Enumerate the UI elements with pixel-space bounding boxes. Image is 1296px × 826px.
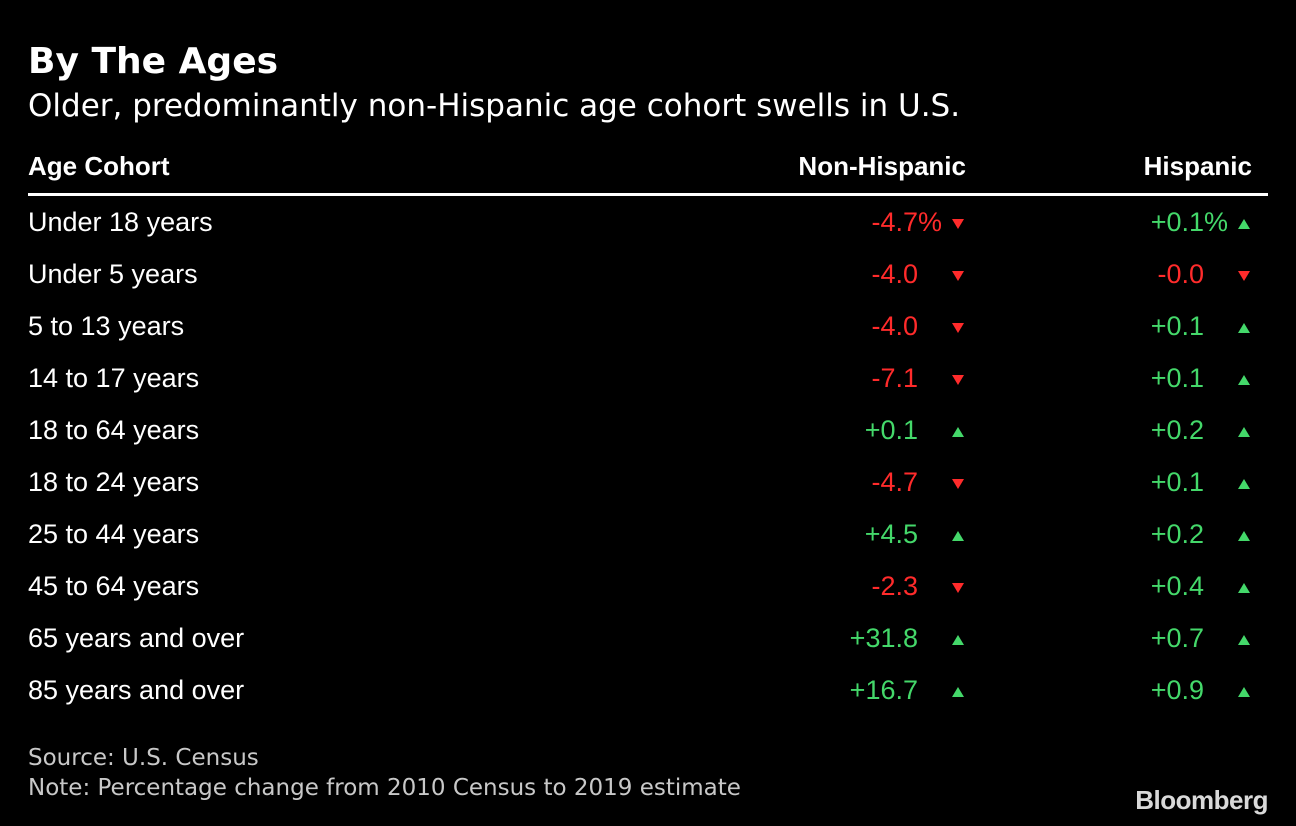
row-label: 18 to 64 years	[28, 415, 200, 445]
table-row: 45 to 64 years -2.3 +0.4	[28, 562, 1268, 614]
hispanic-value: +0.1	[1150, 363, 1204, 393]
up-arrow-icon	[1236, 627, 1252, 651]
up-triangle-icon	[1238, 583, 1250, 593]
down-triangle-icon	[952, 323, 964, 333]
down-triangle-icon	[1238, 271, 1250, 281]
up-triangle-icon	[1238, 531, 1250, 541]
row-label: 18 to 24 years	[28, 467, 200, 497]
up-triangle-icon	[1238, 323, 1250, 333]
non-hispanic-value: +16.7	[849, 675, 918, 705]
down-arrow-icon	[950, 367, 966, 391]
down-arrow-icon	[1236, 263, 1252, 287]
hispanic-value: +0.7	[1150, 623, 1204, 653]
non-hispanic-value: -4.7%	[871, 207, 942, 237]
table-row: 25 to 44 years +4.5 +0.2	[28, 510, 1268, 562]
row-label: 25 to 44 years	[28, 519, 200, 549]
chart-title: By The Ages	[28, 41, 279, 82]
up-arrow-icon	[1236, 211, 1252, 235]
table-body: Under 18 years -4.7% +0.1% Under 5 years -4.…	[28, 198, 1268, 718]
hispanic-value: +0.9	[1150, 675, 1204, 705]
up-triangle-icon	[952, 687, 964, 697]
down-triangle-icon	[952, 219, 964, 229]
down-triangle-icon	[952, 479, 964, 489]
non-hispanic-value: -4.7	[871, 467, 918, 497]
row-label: 45 to 64 years	[28, 571, 200, 601]
up-arrow-icon	[950, 627, 966, 651]
down-arrow-icon	[950, 575, 966, 599]
row-label: Under 5 years	[28, 259, 198, 289]
down-arrow-icon	[950, 263, 966, 287]
column-header-non-hispanic: Non-Hispanic	[798, 151, 966, 181]
table-row: 65 years and over +31.8 +0.7	[28, 614, 1268, 666]
footnote: Note: Percentage change from 2010 Census…	[28, 775, 741, 801]
up-arrow-icon	[1236, 471, 1252, 495]
up-arrow-icon	[950, 523, 966, 547]
down-triangle-icon	[952, 271, 964, 281]
non-hispanic-value: +0.1	[864, 415, 918, 445]
source-note: Source: U.S. Census	[28, 745, 259, 771]
hispanic-value: +0.1%	[1150, 207, 1228, 237]
table-row: 18 to 64 years +0.1 +0.2	[28, 406, 1268, 458]
column-header-age-cohort: Age Cohort	[28, 151, 170, 181]
non-hispanic-value: -4.0	[871, 311, 918, 341]
hispanic-value: +0.1	[1150, 311, 1204, 341]
up-arrow-icon	[1236, 367, 1252, 391]
non-hispanic-value: +4.5	[864, 519, 918, 549]
down-arrow-icon	[950, 315, 966, 339]
row-label: 85 years and over	[28, 675, 245, 705]
down-arrow-icon	[950, 471, 966, 495]
up-arrow-icon	[1236, 575, 1252, 599]
bloomberg-logo: Bloomberg	[1135, 785, 1268, 815]
table-header: Age Cohort Non-Hispanic Hispanic	[28, 148, 1268, 184]
down-triangle-icon	[952, 375, 964, 385]
up-triangle-icon	[952, 427, 964, 437]
up-arrow-icon	[1236, 523, 1252, 547]
row-label: 5 to 13 years	[28, 311, 185, 341]
table-row: Under 5 years -4.0 -0.0	[28, 250, 1268, 302]
up-arrow-icon	[1236, 419, 1252, 443]
up-arrow-icon	[1236, 679, 1252, 703]
table-row: 85 years and over +16.7 +0.9	[28, 666, 1268, 718]
hispanic-value: +0.1	[1150, 467, 1204, 497]
hispanic-value: +0.2	[1150, 519, 1204, 549]
table-row: 14 to 17 years -7.1 +0.1	[28, 354, 1268, 406]
up-triangle-icon	[1238, 375, 1250, 385]
up-triangle-icon	[1238, 427, 1250, 437]
up-triangle-icon	[1238, 687, 1250, 697]
up-arrow-icon	[1236, 315, 1252, 339]
table-row: 18 to 24 years -4.7 +0.1	[28, 458, 1268, 510]
column-header-hispanic: Hispanic	[1143, 151, 1252, 181]
hispanic-value: +0.4	[1150, 571, 1204, 601]
down-triangle-icon	[952, 583, 964, 593]
down-arrow-icon	[950, 211, 966, 235]
row-label: Under 18 years	[28, 207, 213, 237]
non-hispanic-value: -4.0	[871, 259, 918, 289]
up-triangle-icon	[1238, 479, 1250, 489]
up-arrow-icon	[950, 679, 966, 703]
non-hispanic-value: -7.1	[871, 363, 918, 393]
up-triangle-icon	[952, 531, 964, 541]
up-arrow-icon	[950, 419, 966, 443]
up-triangle-icon	[1238, 635, 1250, 645]
row-label: 65 years and over	[28, 623, 245, 653]
header-divider	[28, 193, 1268, 196]
up-triangle-icon	[952, 635, 964, 645]
non-hispanic-value: -2.3	[871, 571, 918, 601]
table-row: Under 18 years -4.7% +0.1%	[28, 198, 1268, 250]
hispanic-value: -0.0	[1157, 259, 1204, 289]
table-row: 5 to 13 years -4.0 +0.1	[28, 302, 1268, 354]
non-hispanic-value: +31.8	[849, 623, 918, 653]
row-label: 14 to 17 years	[28, 363, 200, 393]
chart-subtitle: Older, predominantly non-Hispanic age co…	[28, 88, 961, 124]
hispanic-value: +0.2	[1150, 415, 1204, 445]
up-triangle-icon	[1238, 219, 1250, 229]
